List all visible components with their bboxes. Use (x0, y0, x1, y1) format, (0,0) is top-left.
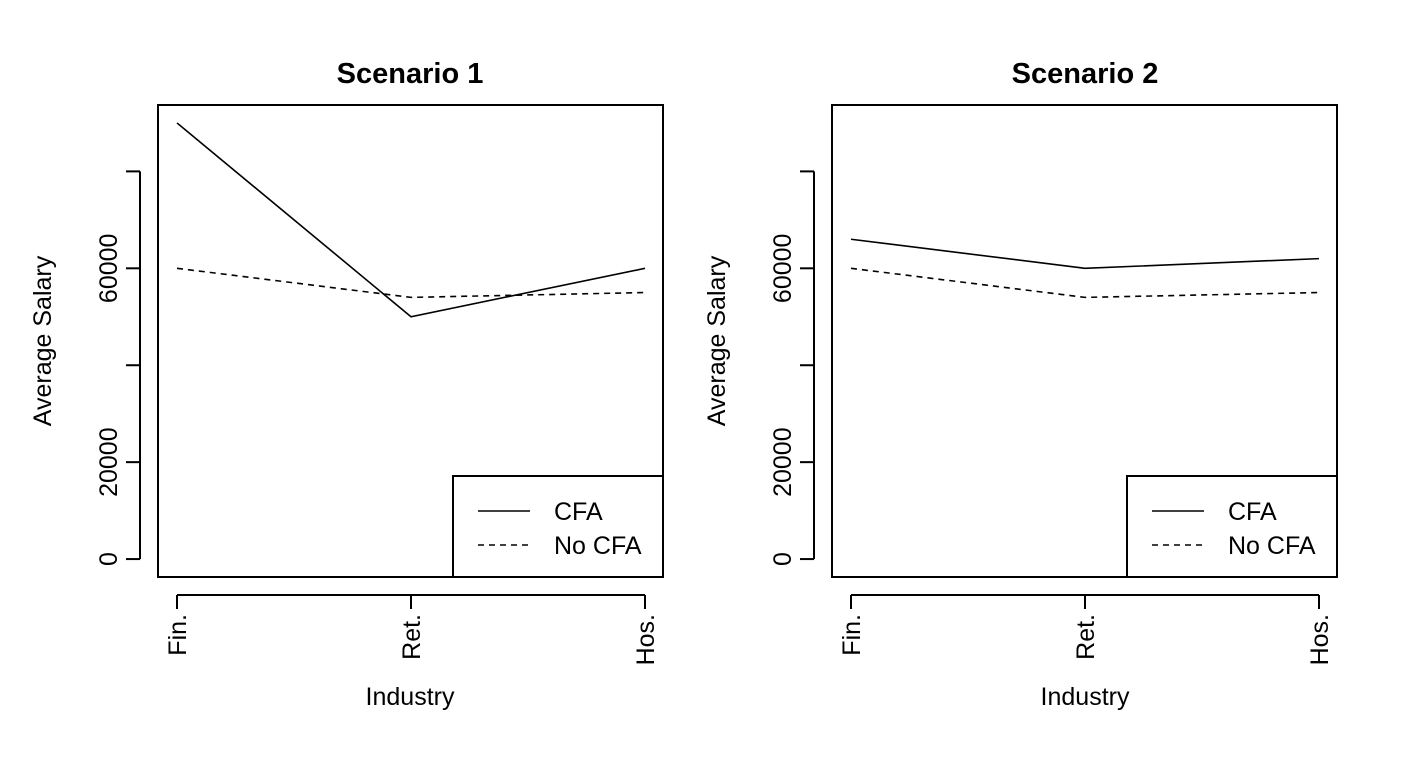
y-tick-label-2-3: 60000 (769, 234, 797, 304)
y-axis-label-1: Average Salary (29, 255, 57, 426)
legend-box-1 (452, 475, 664, 578)
x-tick-label-2-0: Fin. (838, 614, 866, 656)
plot-frame-1 (157, 104, 664, 578)
chart-title-1: Scenario 1 (337, 58, 484, 90)
x-axis-label-1: Industry (366, 683, 455, 711)
x-tick-label-1-2: Hos. (632, 614, 660, 665)
y-tick-label-2-1: 20000 (769, 427, 797, 497)
y-tick-label-1-1: 20000 (95, 427, 123, 497)
legend-label-1-2: No CFA (554, 532, 642, 560)
chart-title-2: Scenario 2 (1012, 58, 1159, 90)
y-axis-label-2: Average Salary (703, 255, 731, 426)
series-line-2-1 (850, 238, 1320, 270)
series-line-2-2 (850, 267, 1320, 299)
legend-label-1-1: CFA (554, 498, 603, 526)
y-tick-label-2-0: 0 (769, 552, 797, 566)
legend-box-2 (1126, 475, 1338, 578)
x-tick-label-1-0: Fin. (164, 614, 192, 656)
legend-label-2-1: CFA (1228, 498, 1277, 526)
y-tick-label-1-3: 60000 (95, 234, 123, 304)
plot-frame-2 (831, 104, 1338, 578)
series-line-1-2 (176, 267, 646, 299)
x-tick-label-2-1: Ret. (1072, 614, 1100, 660)
series-line-1-1 (176, 122, 646, 318)
x-tick-label-2-2: Hos. (1306, 614, 1334, 665)
y-tick-label-1-0: 0 (95, 552, 123, 566)
x-axis-label-2: Industry (1041, 683, 1130, 711)
x-tick-label-1-1: Ret. (398, 614, 426, 660)
legend-label-2-2: No CFA (1228, 532, 1316, 560)
